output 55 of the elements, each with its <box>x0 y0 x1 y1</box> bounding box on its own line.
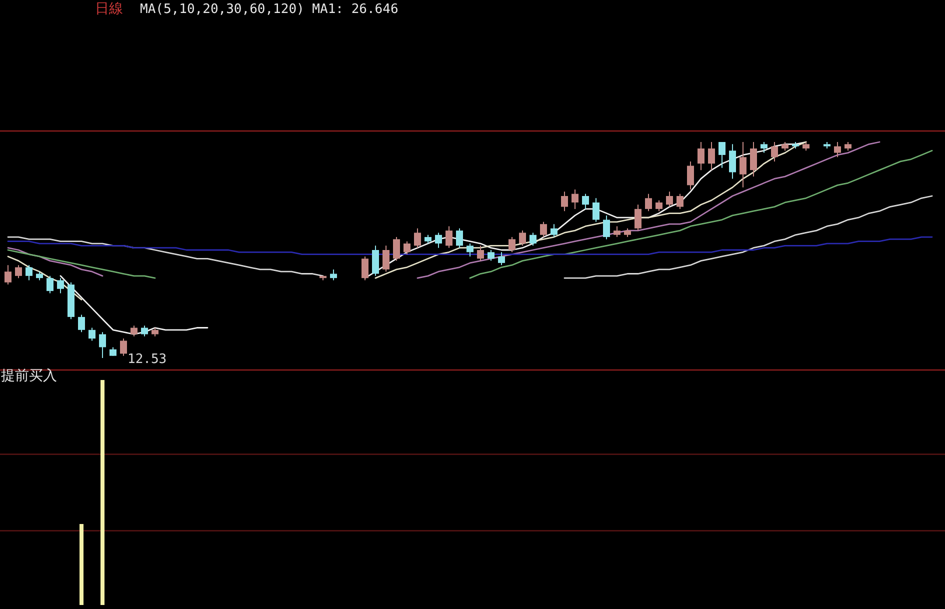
candlestick <box>46 275 54 294</box>
candlestick <box>362 256 368 281</box>
candlestick <box>582 193 589 210</box>
candlestick <box>834 142 841 158</box>
candlestick <box>372 245 379 276</box>
chart-title: 日線 <box>95 1 123 17</box>
candlestick <box>718 142 726 168</box>
candlestick <box>540 221 547 238</box>
candlestick <box>550 224 558 238</box>
candlestick <box>656 200 662 212</box>
candlestick <box>435 232 442 248</box>
candlestick <box>508 236 516 253</box>
candlestick <box>330 268 337 281</box>
candlestick <box>393 236 400 262</box>
candlestick <box>15 264 22 279</box>
candlestick <box>57 278 64 294</box>
candlestick <box>488 250 494 262</box>
candlestick <box>698 142 704 171</box>
candlestick <box>88 327 96 342</box>
candlestick <box>404 240 410 255</box>
candlestick <box>634 204 642 232</box>
candlestick <box>26 264 32 281</box>
candlestick <box>141 325 148 337</box>
candlestick <box>666 191 673 208</box>
chart-subtitle: MA(5,10,20,30,60,120) MA1: 26.646 <box>140 2 398 17</box>
candlestick <box>99 332 106 358</box>
candlestick <box>729 144 736 180</box>
candlestick <box>130 325 138 337</box>
candlestick <box>446 226 452 248</box>
candlestick <box>771 142 778 162</box>
candlestick <box>676 193 684 210</box>
candlestick <box>498 252 505 266</box>
candlestick <box>519 230 526 246</box>
candlestick <box>382 245 390 272</box>
candlestick <box>592 198 600 222</box>
candlestick <box>572 189 578 210</box>
candlestick <box>4 264 12 286</box>
candlestick <box>456 228 463 248</box>
candlestick <box>477 245 484 262</box>
candlestick <box>120 338 127 356</box>
candlestick <box>561 191 568 212</box>
candlestick <box>750 142 757 178</box>
candlestick <box>708 142 715 171</box>
candlestick <box>414 228 421 248</box>
annotation: 12.53 <box>128 352 167 367</box>
candlestick <box>760 142 768 154</box>
candlestick <box>614 226 620 238</box>
candlestick <box>687 160 694 190</box>
chart-title: 提前买入 <box>1 368 57 384</box>
candlestick <box>603 214 610 240</box>
candlestick <box>645 193 652 212</box>
candlestick <box>530 232 536 246</box>
candlestick <box>466 243 474 257</box>
candlestick <box>740 142 746 188</box>
candlestick <box>78 314 85 333</box>
